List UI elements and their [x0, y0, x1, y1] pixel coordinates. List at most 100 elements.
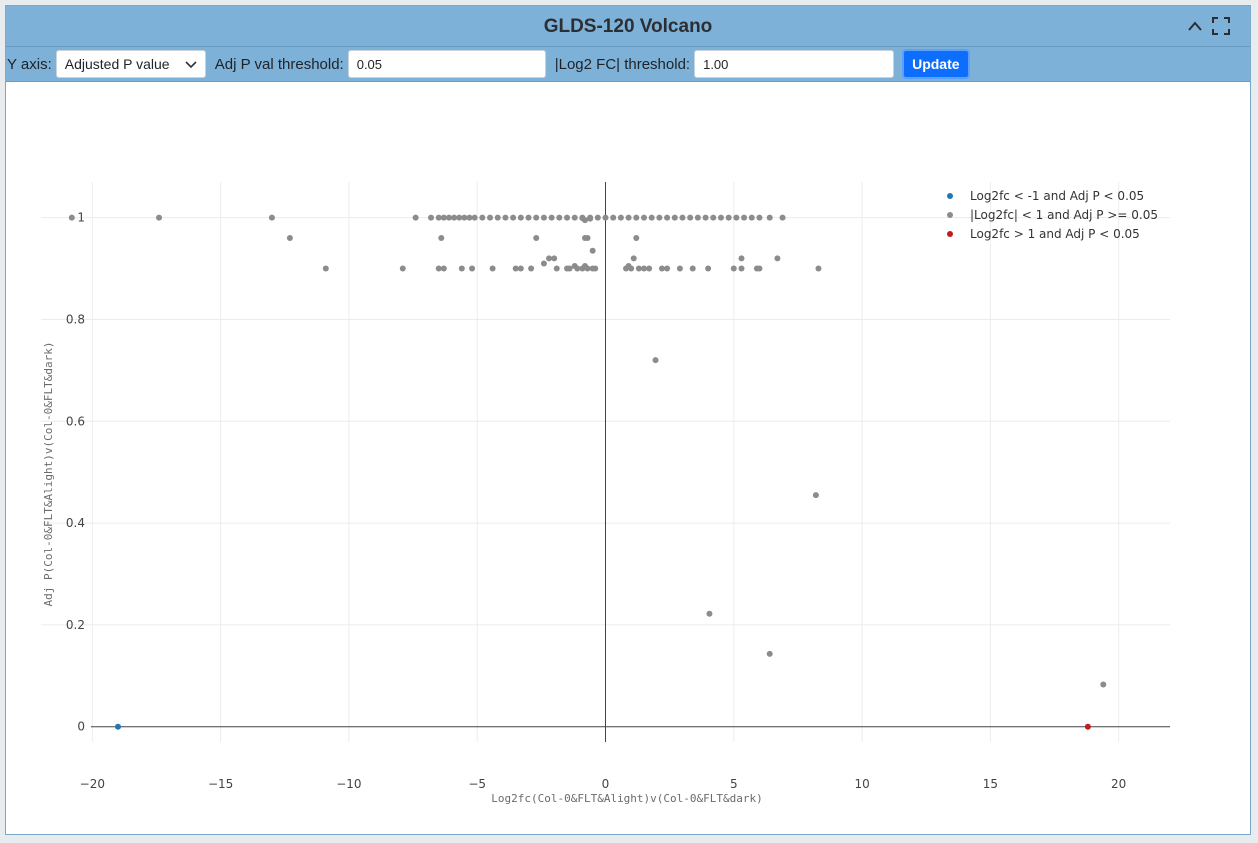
x-tick-label: 0	[602, 777, 610, 791]
data-point	[512, 265, 519, 272]
data-point	[528, 265, 535, 272]
data-point	[774, 255, 781, 262]
data-point	[730, 265, 737, 272]
data-point	[540, 214, 547, 221]
data-point	[286, 235, 293, 241]
y-axis-select[interactable]: Adjusted P value	[55, 50, 206, 78]
data-point	[766, 214, 773, 221]
data-point	[584, 235, 591, 241]
y-axis-label: Y axis:	[7, 55, 52, 73]
legend-label: Log2fc < -1 and Adj P < 0.05	[970, 189, 1144, 203]
data-point	[461, 214, 468, 221]
data-point	[815, 265, 822, 272]
data-point	[671, 214, 678, 221]
data-point	[451, 214, 458, 221]
data-point	[741, 214, 748, 221]
fullscreen-icon[interactable]	[1212, 17, 1230, 35]
legend-marker	[947, 193, 953, 199]
data-point	[717, 214, 724, 221]
data-point	[399, 265, 406, 272]
p-threshold-input[interactable]	[347, 50, 546, 78]
data-point	[738, 265, 745, 272]
data-point	[738, 255, 745, 262]
x-tick-label: −20	[80, 777, 105, 791]
data-point	[779, 214, 786, 221]
data-point	[540, 260, 547, 267]
data-point	[456, 214, 463, 221]
data-point	[548, 214, 555, 221]
data-point	[706, 610, 713, 617]
data-point	[533, 214, 540, 221]
data-point	[710, 214, 717, 221]
data-point	[268, 214, 275, 221]
x-tick-label: −5	[468, 777, 486, 791]
y-tick-label: 0.2	[66, 618, 85, 632]
plot-area: −20 −15 −10 −5 0 5 10 15 20 0 0.2 0.4 0.6 0.8 1 Log2fc…	[6, 82, 1250, 834]
data-point	[574, 265, 581, 272]
data-point	[156, 214, 163, 221]
data-point	[517, 265, 524, 272]
data-point	[633, 235, 640, 241]
chevron-down-icon	[185, 56, 197, 72]
panel-header: GLDS-120 Volcano	[6, 6, 1250, 47]
data-point	[412, 214, 419, 221]
data-point	[471, 214, 478, 221]
data-point	[635, 265, 642, 272]
data-point	[584, 265, 591, 272]
data-point	[628, 265, 635, 272]
data-point	[1100, 681, 1107, 688]
chevron-up-icon[interactable]	[1186, 17, 1204, 35]
data-point	[633, 214, 640, 221]
data-point	[438, 235, 445, 241]
legend-marker	[947, 231, 953, 237]
data-point	[581, 217, 588, 224]
data-point	[428, 214, 435, 221]
x-tick-label: −15	[208, 777, 233, 791]
fc-threshold-input[interactable]	[694, 50, 895, 78]
x-tick-label: 20	[1111, 777, 1126, 791]
data-point	[656, 214, 663, 221]
data-point	[630, 255, 637, 262]
data-point	[646, 265, 653, 272]
data-point	[610, 214, 617, 221]
data-point	[602, 214, 609, 221]
data-point	[623, 265, 630, 272]
data-point	[525, 214, 532, 221]
x-tick-label: 10	[854, 777, 869, 791]
legend: Log2fc < -1 and Adj P < 0.05 |Log2fc| < 1…	[947, 189, 1158, 241]
update-button[interactable]: Update	[902, 49, 970, 79]
axes	[91, 182, 1170, 742]
data-point	[676, 265, 683, 272]
data-point	[566, 265, 573, 272]
data-point	[517, 214, 524, 221]
data-point	[625, 214, 632, 221]
p-threshold-label: Adj P val threshold:	[214, 55, 344, 73]
y-tick-label: 0.8	[66, 312, 85, 326]
data-point	[640, 214, 647, 221]
data-point	[694, 214, 701, 221]
y-axis-select-value: Adjusted P value	[64, 56, 170, 72]
x-tick-label: 5	[730, 777, 738, 791]
data-point	[748, 214, 755, 221]
data-point	[652, 357, 659, 364]
tick-labels: −20 −15 −10 −5 0 5 10 15 20 0 0.2 0.4 0.6 0.8 1	[66, 211, 1126, 791]
data-point	[440, 214, 447, 221]
data-point	[68, 214, 75, 221]
data-point	[733, 214, 740, 221]
x-tick-label: −10	[336, 777, 361, 791]
data-point	[564, 214, 571, 221]
data-point	[458, 265, 465, 272]
data-point	[589, 247, 596, 254]
data-point	[756, 214, 763, 221]
data-point	[587, 215, 594, 222]
legend-label: |Log2fc| < 1 and Adj P >= 0.05	[970, 208, 1158, 222]
fc-threshold-label: |Log2 FC| threshold:	[554, 55, 691, 73]
data-point	[551, 255, 558, 262]
x-tick-label: 15	[983, 777, 998, 791]
data-point	[812, 492, 819, 499]
data-point	[689, 265, 696, 272]
data-point	[594, 214, 601, 221]
legend-marker	[947, 212, 953, 218]
y-tick-label: 0	[77, 720, 85, 734]
data-point	[479, 214, 486, 221]
